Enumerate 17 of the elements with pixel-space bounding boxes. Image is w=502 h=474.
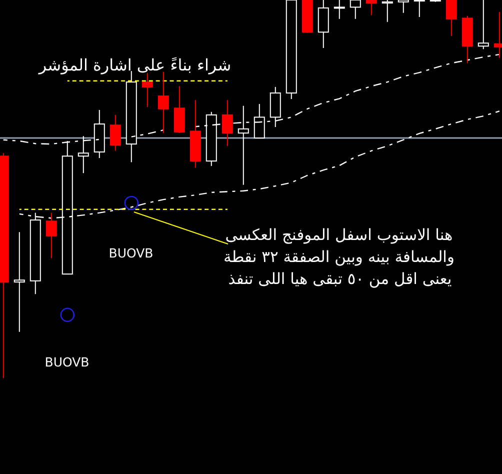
annotation: شراء بناءً على اشارة المؤشر (38, 56, 232, 74)
candlestick (142, 72, 153, 108)
candlestick (46, 212, 57, 259)
annotation: والمسافة بينه وبين الصفقة ٣٢ نقطة (224, 248, 454, 266)
candlestick (14, 232, 25, 332)
candlestick (222, 100, 233, 146)
candlestick (174, 86, 185, 134)
annotation: هنا الاستوب اسفل الموفنج العكسى (225, 226, 453, 244)
candlestick (238, 105, 249, 186)
candlestick (158, 71, 169, 134)
candlestick (446, 0, 457, 36)
annotation: يعنى اقل من ٥٠ تبقى هيا اللى تنفذ (228, 270, 452, 288)
candlestick (110, 114, 121, 152)
annotation: BUOVB (44, 354, 90, 370)
annotation: BUOVB (108, 246, 154, 260)
candlestick (254, 103, 265, 138)
candlestick (366, 0, 377, 16)
